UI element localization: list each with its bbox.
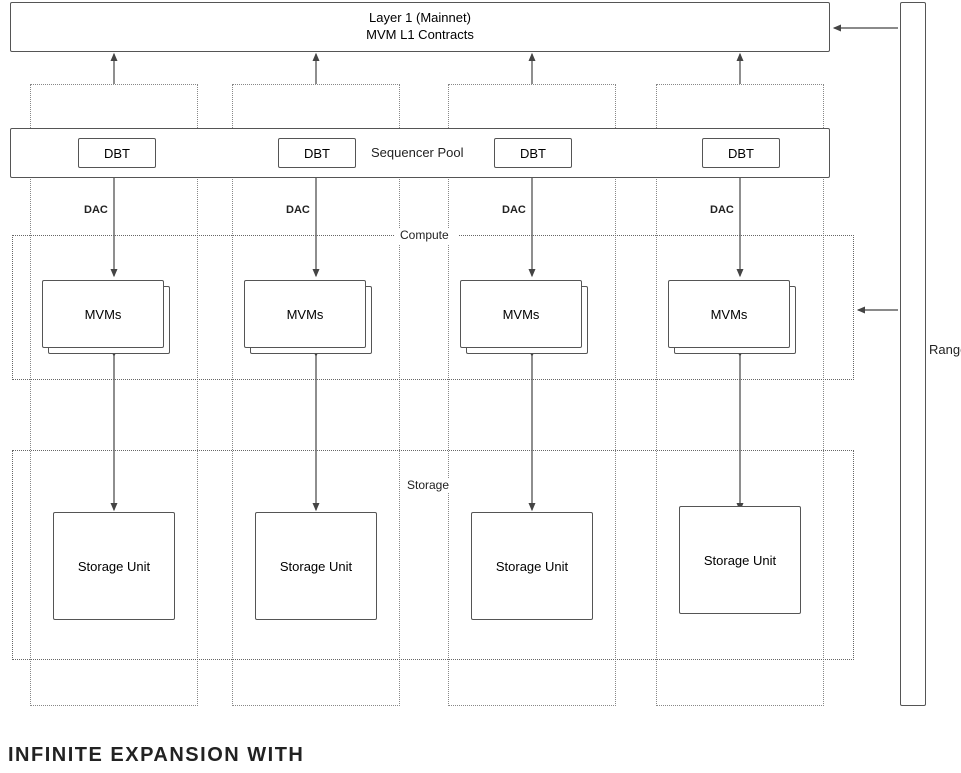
storage-label-2: Storage Unit bbox=[280, 559, 352, 574]
layer1-title-line2: MVM L1 Contracts bbox=[366, 27, 474, 44]
storage-box-4: Storage Unit bbox=[679, 506, 801, 614]
mvms-label-2: MVMs bbox=[287, 307, 324, 322]
dbt-box-2: DBT bbox=[278, 138, 356, 168]
storage-label-1: Storage Unit bbox=[78, 559, 150, 574]
compute-label: Compute bbox=[400, 228, 449, 242]
dbt-label-1: DBT bbox=[104, 146, 130, 161]
storage-label: Storage bbox=[405, 478, 451, 492]
storage-box-3: Storage Unit bbox=[471, 512, 593, 620]
dbt-label-4: DBT bbox=[728, 146, 754, 161]
dac-label-3: DAC bbox=[502, 204, 526, 216]
layer1-box: Layer 1 (Mainnet) MVM L1 Contracts bbox=[10, 2, 830, 52]
mvms-box-3: MVMs bbox=[460, 280, 582, 348]
mvms-box-1: MVMs bbox=[42, 280, 164, 348]
dac-label-2: DAC bbox=[286, 204, 310, 216]
storage-box-1: Storage Unit bbox=[53, 512, 175, 620]
dac-label-4: DAC bbox=[710, 204, 734, 216]
storage-label-4: Storage Unit bbox=[704, 553, 776, 568]
mvms-box-4: MVMs bbox=[668, 280, 790, 348]
mvms-label-1: MVMs bbox=[85, 307, 122, 322]
headline-text: INFINITE EXPANSION WITH bbox=[8, 744, 304, 767]
mvms-label-3: MVMs bbox=[503, 307, 540, 322]
dbt-label-2: DBT bbox=[304, 146, 330, 161]
rangers-box bbox=[900, 2, 926, 706]
dbt-box-3: DBT bbox=[494, 138, 572, 168]
storage-label-3: Storage Unit bbox=[496, 559, 568, 574]
mvms-label-4: MVMs bbox=[711, 307, 748, 322]
dbt-label-3: DBT bbox=[520, 146, 546, 161]
dbt-box-4: DBT bbox=[702, 138, 780, 168]
storage-box-2: Storage Unit bbox=[255, 512, 377, 620]
dbt-box-1: DBT bbox=[78, 138, 156, 168]
dac-label-1: DAC bbox=[84, 204, 108, 216]
layer1-title-line1: Layer 1 (Mainnet) bbox=[366, 10, 474, 27]
sequencer-pool-label: Sequencer Pool bbox=[371, 145, 464, 160]
rangers-label: Rangers bbox=[929, 342, 961, 357]
mvms-box-2: MVMs bbox=[244, 280, 366, 348]
